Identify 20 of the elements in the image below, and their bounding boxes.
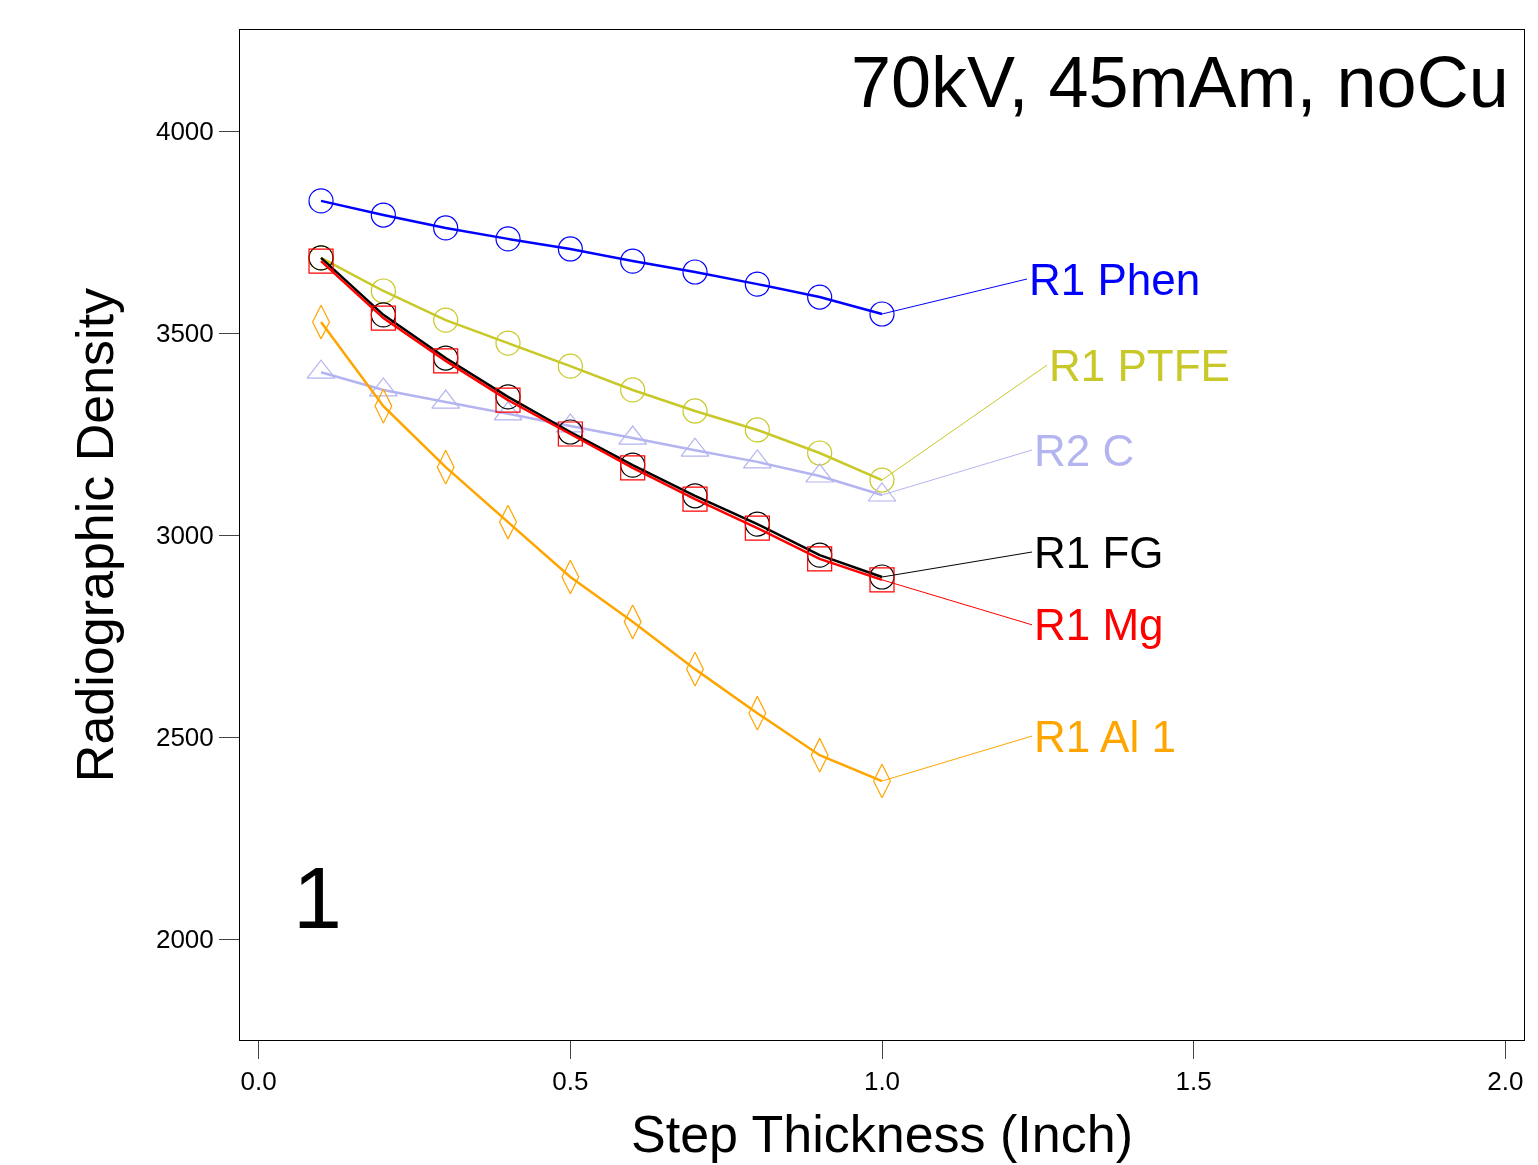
x-tick-label: 2.0 <box>1487 1066 1524 1097</box>
legend-label: R1 FG <box>1034 528 1164 577</box>
y-axis-title: Radiographic Density <box>66 287 125 783</box>
y-tick-label: 3500 <box>155 318 214 349</box>
x-tick-label: 1.5 <box>1175 1066 1212 1097</box>
annotation: 1 <box>293 848 342 947</box>
y-tick-label: 4000 <box>155 116 214 147</box>
text: R1 PTFE <box>1049 341 1230 390</box>
legend-label: R2 C <box>1034 426 1135 475</box>
x-tick-label: 1.0 <box>863 1066 901 1097</box>
y-tick-label: 3000 <box>155 520 214 551</box>
legend-label: R1 Mg <box>1034 600 1164 649</box>
x-tick-label: 0.5 <box>552 1066 589 1097</box>
annotation: 70kV, 45mAm, noCu <box>851 42 1509 122</box>
legend-label: R1 Phen <box>1029 255 1201 304</box>
x-tick-label: 0.0 <box>240 1066 277 1097</box>
x-axis-title: Step Thickness (Inch) <box>631 1105 1133 1164</box>
y-tick-label: 2500 <box>155 722 214 753</box>
y-tick-label: 2000 <box>155 924 214 955</box>
legend-label: R1 Al 1 <box>1034 712 1176 761</box>
